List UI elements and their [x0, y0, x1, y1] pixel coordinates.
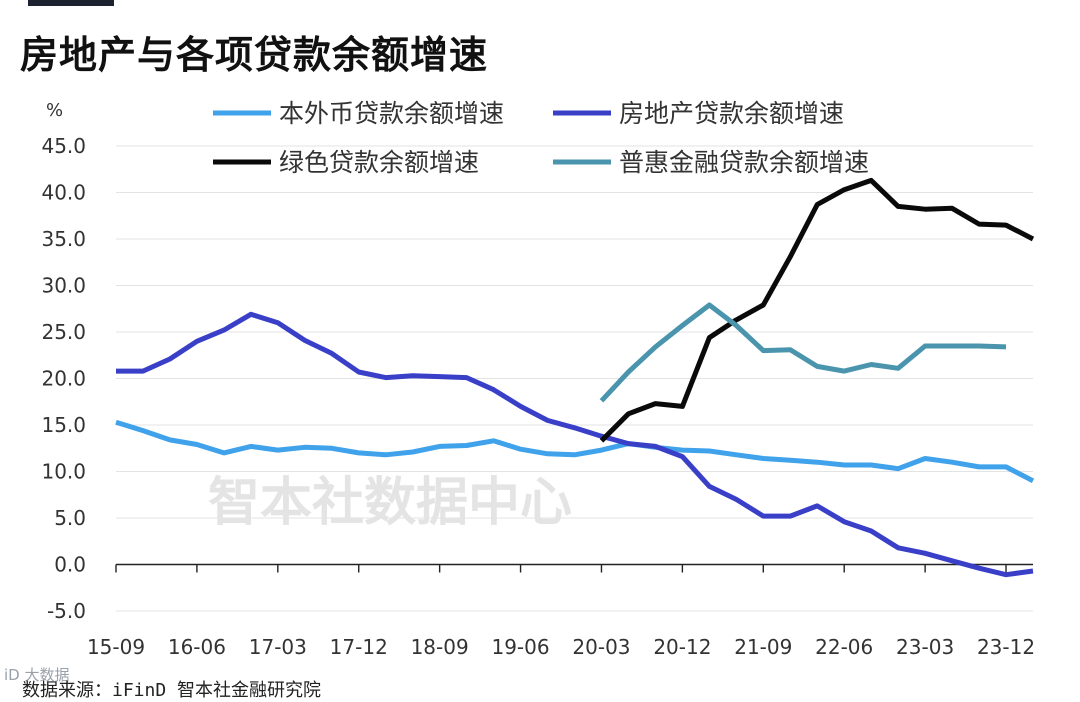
- x-tick-label: 22-06: [815, 635, 873, 659]
- series-line-3: [599, 177, 1035, 443]
- y-tick-label: 20.0: [41, 367, 86, 391]
- series-line-2: [116, 311, 1034, 578]
- corner-watermark: iD 大数据: [4, 666, 70, 684]
- y-tick-label: 5.0: [54, 506, 86, 530]
- x-tick-label: 19-06: [491, 635, 549, 659]
- x-tick-label: 20-03: [572, 635, 630, 659]
- x-tick-label: 17-12: [330, 635, 388, 659]
- legend-label-3: 绿色贷款余额增速: [279, 148, 479, 177]
- chart-title: 房地产与各项贷款余额增速: [20, 33, 489, 77]
- legend-label-4: 普惠金融贷款余额增速: [619, 148, 869, 177]
- x-axis: 15-09 16-06 17-03 17-12 18-09 19-06 20-03 20-12…: [87, 563, 1035, 659]
- x-tick-label: 15-09: [87, 635, 145, 659]
- y-tick-label: 25.0: [41, 320, 86, 344]
- y-tick-label: -5.0: [47, 599, 86, 623]
- source-note: 数据来源：iFinD 智本社金融研究院: [22, 680, 322, 701]
- x-tick-label: 23-03: [896, 635, 954, 659]
- x-tick-label: 18-09: [411, 635, 469, 659]
- x-tick-label: 17-03: [249, 635, 307, 659]
- y-tick-label: 35.0: [41, 227, 86, 251]
- legend-label-2: 房地产贷款余额增速: [619, 99, 844, 128]
- y-axis-label: %: [46, 100, 63, 121]
- y-tick-label: 15.0: [41, 413, 86, 437]
- y-tick-label: 45.0: [41, 134, 86, 158]
- x-tick-label: 16-06: [168, 635, 226, 659]
- watermark: 智本社数据中心: [208, 473, 572, 533]
- y-tick-label: 10.0: [41, 460, 86, 484]
- series-line-1: [115, 419, 1035, 484]
- top-accent-bar: [28, 0, 114, 6]
- y-tick-label: 40.0: [41, 181, 86, 205]
- y-tick-label: 30.0: [41, 274, 86, 298]
- series-lines: [115, 177, 1035, 578]
- x-tick-label: 21-09: [734, 635, 792, 659]
- series-line-4: [599, 302, 1007, 403]
- y-axis-ticks: -5.0 0.0 5.0 10.0 15.0 20.0 25.0 30.0 35.0 40.0 45…: [41, 134, 86, 623]
- x-tick-label: 20-12: [653, 635, 711, 659]
- legend-label-1: 本外币贷款余额增速: [279, 99, 504, 128]
- gridlines: [116, 145, 1033, 612]
- y-tick-label: 0.0: [54, 553, 86, 577]
- x-tick-label: 23-12: [977, 635, 1035, 659]
